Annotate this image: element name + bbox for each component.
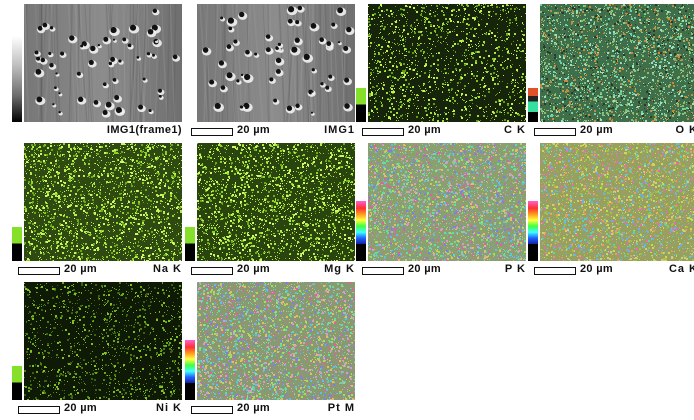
sem-image (197, 4, 355, 122)
element-distribution-map (24, 282, 182, 400)
panel-img1: 20 µm IMG1 (185, 4, 355, 142)
element-distribution-map (540, 4, 694, 122)
element-distribution-map (197, 143, 355, 261)
panel-na-k: 20 µm Na K (12, 143, 182, 281)
scale-bar (534, 267, 576, 275)
scale-bar (191, 128, 233, 136)
sem-micrograph (197, 4, 355, 122)
sem-image (24, 4, 182, 122)
panel-caption: IMG1 (324, 124, 355, 136)
panel-ni-k: 20 µm Ni K (12, 282, 182, 420)
element-distribution-map (24, 143, 182, 261)
color-scale-bar (356, 88, 366, 122)
scale-label: 20 µm (64, 263, 97, 275)
panel-img1-frame1: IMG1(frame1) (12, 4, 182, 142)
panel-caption: Na K (153, 263, 182, 275)
element-map-image (24, 282, 182, 400)
scale-label: 20 µm (408, 124, 441, 136)
color-scale-bar (12, 227, 22, 261)
scale-bar (18, 267, 60, 275)
element-distribution-map (368, 143, 526, 261)
scale-label: 20 µm (237, 402, 270, 414)
scale-bar (362, 128, 404, 136)
scale-bar (18, 406, 60, 414)
scale-label: 20 µm (64, 402, 97, 414)
gray-scale-bar (12, 36, 22, 122)
element-distribution-map (368, 4, 526, 122)
panel-caption: Mg K (324, 263, 355, 275)
panel-ca-k: 20 µm Ca K (528, 143, 694, 281)
panel-caption: O K (675, 124, 694, 136)
scale-label: 20 µm (408, 263, 441, 275)
scale-bar (191, 267, 233, 275)
color-scale-bar (185, 227, 195, 261)
scale-bar (534, 128, 576, 136)
panel-caption: IMG1(frame1) (107, 124, 182, 136)
element-map-image (24, 143, 182, 261)
panel-caption: Ca K (669, 263, 694, 275)
panel-caption: Ni K (156, 402, 182, 414)
sem-micrograph (24, 4, 182, 122)
element-map-image (197, 282, 355, 400)
scale-bar (362, 267, 404, 275)
element-map-image (368, 4, 526, 122)
panel-o-k: 20 µm O K (528, 4, 694, 142)
scale-label: 20 µm (580, 263, 613, 275)
color-scale-bar (528, 88, 538, 122)
panel-p-k: 20 µm P K (356, 143, 526, 281)
scale-label: 20 µm (237, 124, 270, 136)
color-scale-bar (356, 201, 366, 261)
scale-label: 20 µm (580, 124, 613, 136)
element-map-image (540, 143, 694, 261)
panel-caption: Pt M (328, 402, 355, 414)
color-scale-bar (185, 4, 195, 122)
scale-bar (191, 406, 233, 414)
panel-caption: C K (504, 124, 526, 136)
panel-c-k: 20 µm C K (356, 4, 526, 142)
element-distribution-map (540, 143, 694, 261)
panel-caption: P K (505, 263, 526, 275)
element-map-image (197, 143, 355, 261)
panel-pt-m: 20 µm Pt M (185, 282, 355, 420)
color-scale-bar (12, 366, 22, 400)
color-scale-bar (528, 201, 538, 261)
element-map-image (368, 143, 526, 261)
color-scale-bar (185, 340, 195, 400)
element-map-image (540, 4, 694, 122)
scale-label: 20 µm (237, 263, 270, 275)
element-distribution-map (197, 282, 355, 400)
panel-mg-k: 20 µm Mg K (185, 143, 355, 281)
